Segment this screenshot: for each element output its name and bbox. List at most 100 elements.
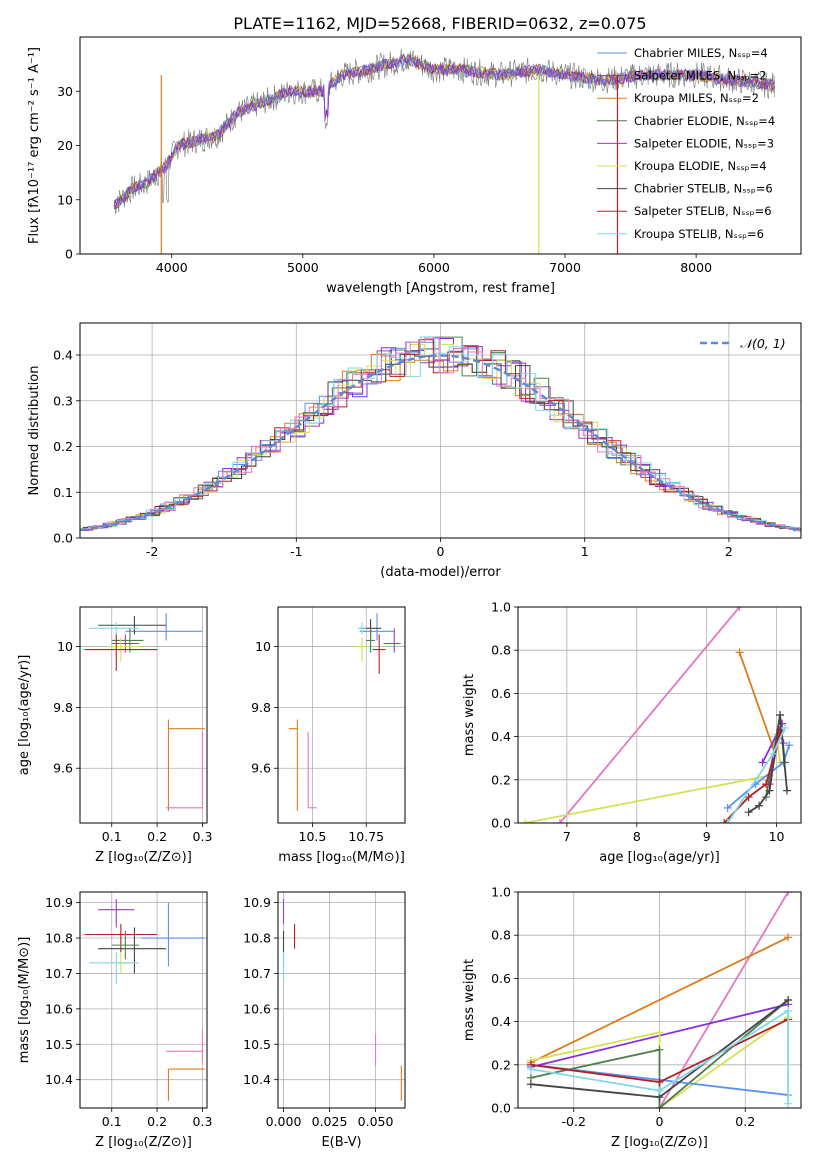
plot-area [80, 336, 801, 532]
plot-area [84, 613, 205, 811]
y-tick-label: 10.9 [45, 895, 73, 910]
y-tick-label: 1.0 [491, 600, 511, 615]
y-tick-label: 10.5 [45, 1037, 73, 1052]
axes-frame [79, 322, 802, 539]
x-tick-label: 1 [581, 544, 589, 559]
y-tick-label: 0.6 [491, 686, 511, 701]
weight-marker [723, 803, 732, 812]
weight-marker [769, 749, 778, 758]
errorbar-point [98, 927, 167, 974]
errorbar-point [383, 628, 401, 653]
x-tick-label: 0.2 [735, 1114, 755, 1129]
y-tick-label: 10.8 [45, 931, 73, 946]
weight-marker [744, 808, 753, 817]
x-tick-label: -2 [146, 544, 158, 559]
weight-marker [655, 1086, 664, 1095]
x-tick-label: 8 [633, 829, 641, 844]
y-tick-label: 0.4 [53, 348, 73, 363]
x-axis-label: wavelength [Angstrom, rest frame] [326, 281, 555, 296]
histogram-kroupa_stelib [80, 336, 801, 532]
y-tick-label: 10.5 [243, 1037, 271, 1052]
x-tick-label: 10.5 [299, 829, 327, 844]
weight-marker [758, 758, 767, 767]
weight-marker [776, 711, 785, 719]
weight-marker [755, 801, 764, 810]
y-axis-label: age [log₁₀(age/yr)] [17, 655, 32, 776]
y-tick-label: 10.8 [243, 931, 271, 946]
weight-marker [784, 933, 793, 942]
errorbar-point [167, 1068, 205, 1101]
y-tick-label: 0.3 [53, 393, 73, 408]
y-axis-label: mass weight [462, 674, 477, 756]
axes-frame [517, 891, 802, 1109]
weight-marker [784, 892, 793, 896]
y-tick-label: 0.8 [491, 643, 511, 658]
x-tick-label: 0.3 [193, 829, 213, 844]
y-tick-label: 0.1 [53, 485, 73, 500]
x-tick-label: 10 [769, 829, 785, 844]
errorbar-point [359, 613, 395, 641]
errorbar-point [355, 637, 369, 662]
weight-marker [723, 819, 732, 823]
x-tick-label: -0.2 [562, 1114, 586, 1129]
x-tick-label: 0.3 [193, 1114, 213, 1129]
spectrum-model-salpeter_miles [113, 53, 775, 210]
weight-marker [735, 648, 744, 657]
y-axis-label: Normed distribution [27, 366, 42, 496]
y-tick-label: 9.6 [251, 761, 271, 776]
x-tick-label: 0.1 [102, 829, 122, 844]
y-tick-label: 0.4 [491, 729, 511, 744]
weight-line-kroupa_elodie [524, 734, 781, 823]
x-tick-label: 0.000 [266, 1114, 302, 1129]
y-tick-label: 30 [57, 84, 73, 99]
gaussian-curve [80, 354, 801, 532]
x-axis-label: Z [log₁₀(Z/Z⊙)] [95, 1135, 192, 1150]
histogram-salpeter_stelib [87, 339, 801, 531]
panel-age_vs_Z: 0.1 0.2 0.3 9.6 9.8 10 Z [log₁₀(Z/Z⊙)] age [log… [17, 606, 213, 865]
panel-weight_vs_Z: -0.2 0 0.2 0.0 0.2 0.4 0.6 0.8 1.0 Z [log₁₀(Z/Z⊙)… [462, 885, 802, 1150]
y-tick-label: 0.2 [491, 1057, 511, 1072]
x-tick-label: 0.1 [102, 1114, 122, 1129]
panel-mass_vs_Z: 0.1 0.2 0.3 10.4 10.5 10.6 10.7 10.8 10.9 Z [log₁… [17, 891, 213, 1150]
weight-marker [735, 607, 744, 611]
y-tick-label: 10 [57, 192, 73, 207]
weight-marker [526, 1065, 535, 1074]
x-tick-label: 4000 [156, 260, 188, 275]
plot-area [113, 48, 776, 254]
errorbar-point [89, 622, 139, 635]
axes-frame [517, 606, 802, 824]
errorbar-point [166, 731, 204, 809]
errorbar-point [141, 902, 205, 967]
weight-marker [784, 1099, 793, 1108]
x-axis-label: Z [log₁₀(Z/Z⊙)] [611, 1135, 708, 1150]
legend-label: Chabrier ELODIE, Nₛₛₚ=4 [634, 114, 775, 128]
y-tick-label: 0 [65, 247, 73, 262]
legend-label: Salpeter STELIB, Nₛₛₚ=6 [634, 204, 772, 218]
errorbar-point [307, 731, 317, 809]
weight-marker [720, 819, 729, 823]
plot-area [84, 899, 205, 1101]
y-tick-label: 9.8 [251, 700, 271, 715]
legend-label: 𝒩(0, 1) [740, 336, 786, 351]
x-tick-label: 6000 [418, 260, 450, 275]
y-tick-label: 0.2 [491, 772, 511, 787]
y-axis-label: mass [log₁₀(M/M⊙)] [17, 937, 32, 1064]
y-axis-label: Flux [fλ10⁻¹⁷ erg cm⁻² s⁻¹ A⁻¹] [27, 47, 42, 244]
y-tick-label: 10.6 [45, 1001, 73, 1016]
weight-marker [526, 1080, 535, 1089]
axes-frame [79, 606, 208, 824]
y-tick-label: 9.6 [53, 761, 73, 776]
y-tick-label: 10.7 [243, 966, 271, 981]
axes-frame [277, 891, 406, 1109]
axes-frame [79, 36, 802, 255]
x-axis-label: mass [log₁₀(M/M⊙)] [278, 850, 405, 865]
weight-marker [783, 786, 792, 795]
legend-label: Kroupa ELODIE, Nₛₛₚ=4 [634, 159, 767, 173]
y-tick-label: 0.0 [491, 816, 511, 831]
errorbar-point [372, 634, 386, 674]
histogram-salpeter_miles [80, 338, 801, 531]
y-tick-label: 10.4 [243, 1072, 271, 1087]
errorbar-point [166, 1030, 204, 1062]
errorbar-point [98, 899, 135, 928]
